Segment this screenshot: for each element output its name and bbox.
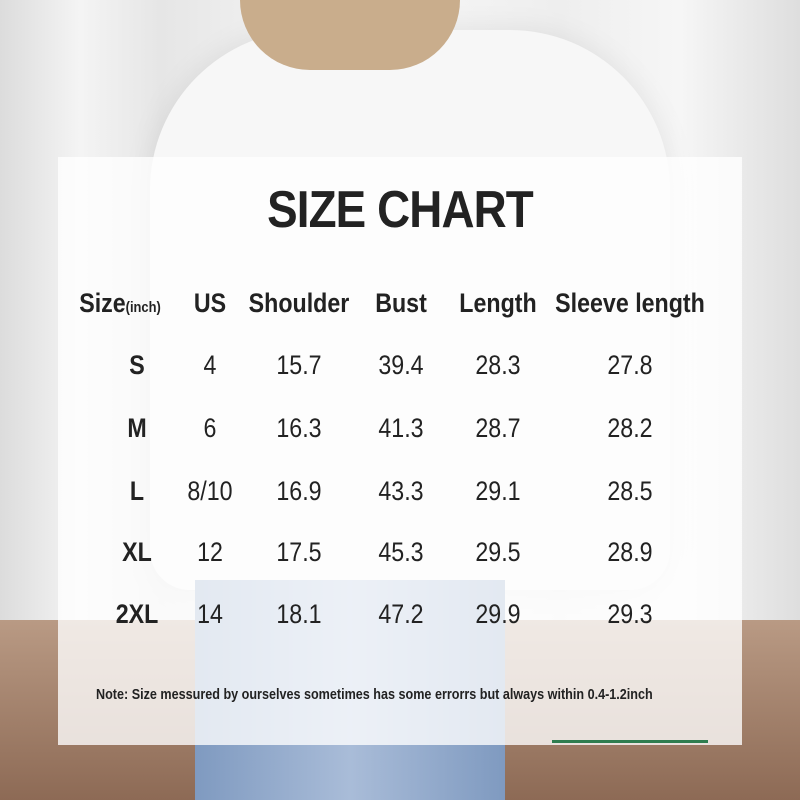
header-length: Length — [459, 288, 537, 318]
cell-sleeve: 28.9 — [607, 537, 653, 567]
cell-size: 2XL — [115, 599, 159, 629]
header-us: US — [193, 288, 227, 318]
cell-bust: 39.4 — [378, 350, 424, 380]
header-size-label: Size — [79, 288, 126, 318]
cell-size: M — [127, 413, 147, 443]
cell-size: L — [129, 476, 145, 506]
cell-bust: 45.3 — [378, 537, 424, 567]
header-size: Size(inch) — [79, 288, 161, 319]
cell-us: 8/10 — [187, 476, 233, 506]
cell-shoulder: 18.1 — [276, 599, 322, 629]
cell-size: XL — [122, 537, 152, 567]
cell-us: 14 — [197, 599, 223, 629]
chart-title: SIZE CHART — [267, 181, 534, 239]
cell-sleeve: 29.3 — [607, 599, 653, 629]
header-bust: Bust — [375, 288, 427, 318]
cell-shoulder: 15.7 — [276, 350, 322, 380]
size-chart-panel — [58, 157, 742, 745]
header-sleeve-length: Sleeve length — [555, 288, 705, 318]
cell-length: 28.3 — [475, 350, 521, 380]
model-hair — [240, 0, 460, 70]
header-size-unit: (inch) — [125, 299, 161, 316]
accent-line — [552, 740, 708, 743]
cell-length: 29.1 — [475, 476, 521, 506]
cell-length: 28.7 — [475, 413, 521, 443]
cell-sleeve: 27.8 — [607, 350, 653, 380]
cell-sleeve: 28.2 — [607, 413, 653, 443]
header-shoulder: Shoulder — [248, 288, 350, 318]
cell-shoulder: 16.3 — [276, 413, 322, 443]
cell-bust: 47.2 — [378, 599, 424, 629]
cell-bust: 41.3 — [378, 413, 424, 443]
cell-length: 29.5 — [475, 537, 521, 567]
cell-bust: 43.3 — [378, 476, 424, 506]
cell-us: 4 — [203, 350, 217, 380]
size-note: Note: Size messured by ourselves sometim… — [96, 686, 653, 703]
cell-shoulder: 17.5 — [276, 537, 322, 567]
cell-size: S — [129, 350, 145, 380]
cell-us: 12 — [197, 537, 223, 567]
cell-length: 29.9 — [475, 599, 521, 629]
cell-shoulder: 16.9 — [276, 476, 322, 506]
cell-sleeve: 28.5 — [607, 476, 653, 506]
cell-us: 6 — [203, 413, 217, 443]
